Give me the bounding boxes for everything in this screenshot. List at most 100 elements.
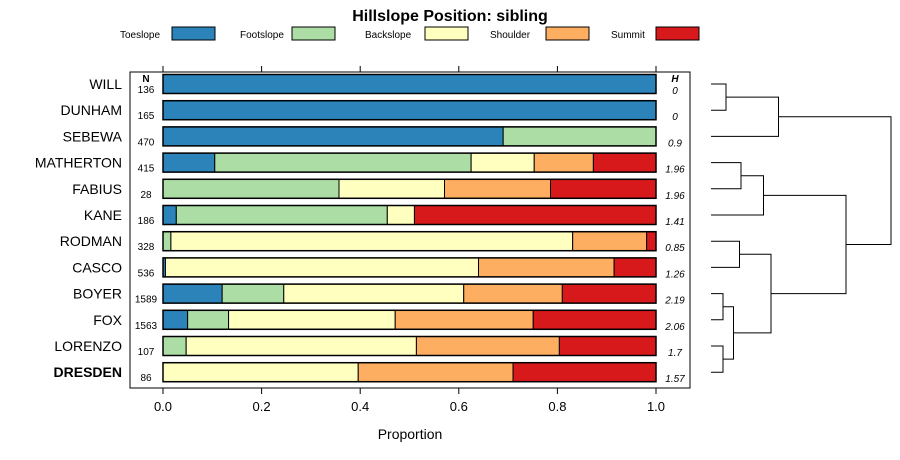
- x-tick-label-1-0: 1.0: [647, 399, 665, 414]
- h-value-dresden: 1.57: [665, 374, 685, 385]
- bar-matherton-footslope: [214, 152, 472, 173]
- x-tick-label-0-4: 0.4: [351, 399, 369, 414]
- bar-fabius-backslope: [338, 178, 446, 199]
- bar-fabius-shoulder: [444, 178, 551, 199]
- bar-matherton-toeslope: [162, 152, 216, 173]
- n-values: 136 165 470 415 28 186 328 536 1589 1563 107 86: [135, 85, 158, 384]
- legend-swatch-toeslope: [171, 26, 216, 41]
- bars: [162, 73, 657, 383]
- bar-lorenzo-shoulder: [415, 336, 560, 356]
- legend-label-backslope: Backslope: [365, 30, 412, 41]
- legend-label-summit: Summit: [611, 30, 645, 41]
- top-axis-ticks: [162, 66, 657, 72]
- bar-boyer-summit: [561, 283, 657, 304]
- x-tick-label-0-6: 0.6: [450, 399, 468, 414]
- dendrogram-branch-b: [711, 96, 779, 137]
- bar-casco-summit: [613, 257, 657, 278]
- bar-casco-shoulder: [478, 257, 615, 278]
- bar-outline-will: [162, 73, 657, 95]
- n-value-matherton: 415: [138, 164, 155, 175]
- bar-fox-backslope: [228, 309, 396, 330]
- bar-boyer-backslope: [283, 283, 465, 304]
- x-tick-label-0-8: 0.8: [548, 399, 566, 414]
- bar-outline-casco: [162, 257, 657, 278]
- x-tick-label-0-0: 0.0: [154, 399, 172, 414]
- dendrogram-branch-c: [711, 162, 742, 190]
- bar-boyer-shoulder: [463, 283, 563, 304]
- h-value-lorenzo: 1.7: [668, 348, 682, 359]
- dendrogram-branch-j: [763, 194, 847, 295]
- row-labels: WILL DUNHAM SEBEWA MATHERTON FABIUS KANE RODMA…: [35, 76, 123, 380]
- bar-sebewa-toeslope: [162, 126, 504, 147]
- bar-sebewa-footslope: [502, 126, 657, 147]
- dendrogram-branch-d: [711, 175, 764, 216]
- h-value-matherton: 1.96: [665, 165, 685, 176]
- bar-outline-lorenzo: [162, 335, 657, 357]
- row-label-fox: FOX: [93, 312, 122, 328]
- x-tick-label-0-2: 0.2: [253, 399, 271, 414]
- n-value-sebewa: 470: [138, 137, 155, 148]
- legend-label-shoulder: Shoulder: [490, 30, 531, 41]
- bar-casco-backslope: [164, 257, 480, 278]
- bar-fox-toeslope: [162, 309, 189, 330]
- dendrogram-branch-e: [711, 240, 740, 268]
- n-value-rodman: 328: [138, 242, 155, 253]
- chart-title: Hillslope Position: sibling: [352, 8, 548, 25]
- bar-dresden-backslope: [162, 362, 359, 383]
- row-label-rodman: RODMAN: [60, 233, 122, 249]
- bar-fabius-footslope: [162, 178, 340, 199]
- n-value-dresden: 86: [140, 373, 152, 384]
- bar-outline-fox: [162, 309, 657, 331]
- plot-frame: [129, 71, 691, 389]
- n-value-dunham: 165: [138, 111, 155, 122]
- dendrogram-branch-g: [711, 345, 724, 373]
- bar-kane-toeslope: [162, 205, 177, 225]
- bar-outline-dunham: [162, 99, 657, 121]
- legend-label-footslope: Footslope: [240, 30, 284, 41]
- bar-outline-matherton: [162, 152, 657, 173]
- legend: Toeslope Footslope Backslope Shoulder Summit: [120, 26, 700, 41]
- bar-matherton-summit: [592, 152, 657, 173]
- dendrogram-branch-h: [723, 306, 734, 360]
- h-values: 0 0 0.9 1.96 1.96 1.41 0.85 1.26 2.19 2.06 1.7 1.57: [664, 86, 685, 385]
- bar-rodman-backslope: [170, 231, 574, 252]
- bar-dresden-summit: [512, 362, 657, 383]
- legend-swatch-backslope: [424, 26, 469, 41]
- row-label-will: WILL: [89, 76, 122, 92]
- h-value-dunham: 0: [672, 112, 678, 123]
- legend-swatch-summit: [655, 26, 700, 41]
- row-label-kane: KANE: [84, 207, 122, 223]
- bar-outline-kane: [162, 204, 657, 226]
- bar-fox-footslope: [187, 309, 230, 330]
- bar-dresden-shoulder: [357, 362, 514, 383]
- bar-fabius-summit: [549, 178, 657, 199]
- bar-lorenzo-footslope: [162, 336, 187, 356]
- bar-rodman-shoulder: [572, 231, 648, 252]
- h-header: H: [671, 74, 679, 85]
- bar-lorenzo-backslope: [185, 336, 417, 356]
- bar-kane-backslope: [386, 205, 415, 225]
- bar-outline-sebewa: [162, 126, 657, 147]
- legend-swatch-footslope: [291, 26, 336, 41]
- h-value-fabius: 1.96: [665, 191, 685, 202]
- bar-dunham-toeslope: [162, 100, 657, 121]
- row-label-dunham: DUNHAM: [61, 102, 122, 118]
- bar-fox-summit: [532, 309, 657, 330]
- bar-boyer-footslope: [221, 283, 285, 304]
- n-value-kane: 186: [138, 216, 155, 227]
- bar-fox-shoulder: [394, 309, 534, 330]
- bar-kane-summit: [413, 205, 657, 225]
- n-header: N: [142, 74, 149, 85]
- bar-matherton-shoulder: [533, 152, 594, 173]
- h-value-kane: 1.41: [665, 217, 684, 228]
- legend-label-toeslope: Toeslope: [120, 30, 160, 41]
- bar-matherton-backslope: [470, 152, 535, 173]
- bar-will-toeslope: [162, 74, 657, 94]
- bar-outline-dresden: [162, 361, 657, 383]
- n-value-lorenzo: 107: [138, 347, 155, 358]
- h-value-will: 0: [672, 86, 678, 97]
- bar-rodman-summit: [646, 231, 657, 252]
- bar-outline-rodman: [162, 230, 657, 252]
- bar-outline-boyer: [162, 283, 657, 304]
